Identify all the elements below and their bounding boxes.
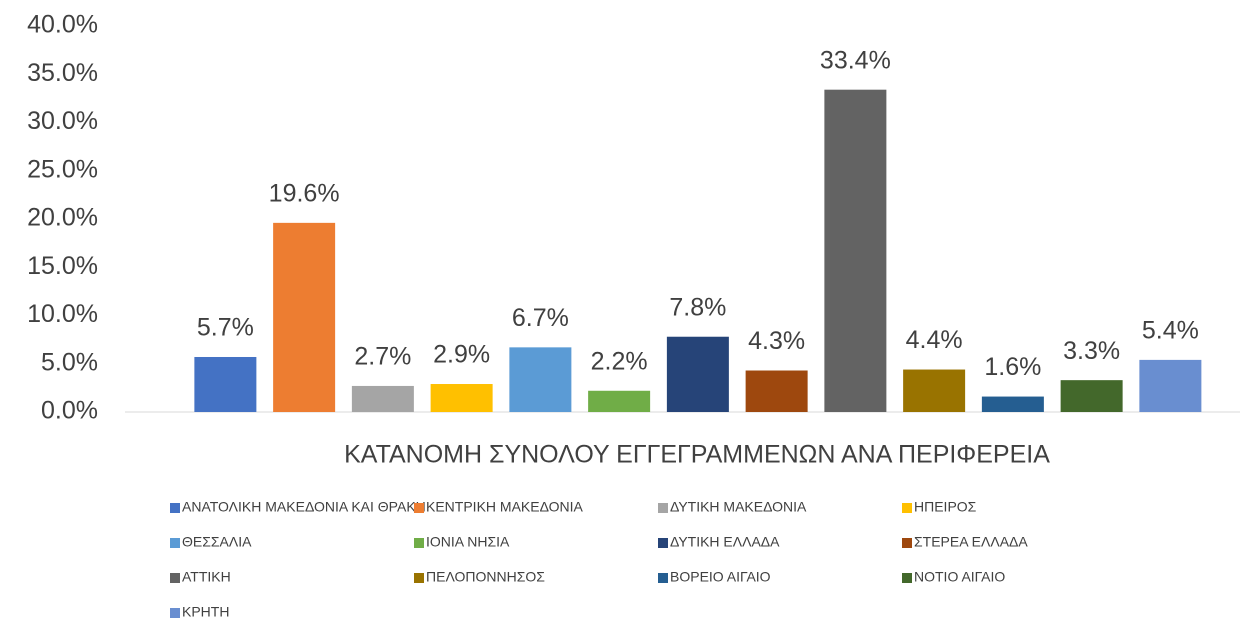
legend-swatch — [170, 503, 180, 513]
legend-label: ΘΕΣΣΑΛΙΑ — [182, 534, 252, 550]
bar — [981, 396, 1044, 412]
legend-label: ΑΤΤΙΚΗ — [182, 569, 231, 585]
legend-label: ΚΡΗΤΗ — [182, 604, 229, 620]
y-tick-label: 15.0% — [27, 252, 98, 280]
data-label: 4.3% — [748, 327, 805, 355]
bar — [509, 347, 572, 412]
legend-label: ΒΟΡΕΙΟ ΑΙΓΑΙΟ — [670, 569, 771, 585]
y-tick-label: 5.0% — [41, 348, 98, 376]
legend-label: ΙΟΝΙΑ ΝΗΣΙΑ — [426, 534, 510, 550]
y-tick-label: 0.0% — [41, 397, 98, 425]
legend-swatch — [414, 503, 424, 513]
legend-swatch — [902, 573, 912, 583]
x-axis-title: ΚΑΤΑΝΟΜΗ ΣΥΝΟΛΟΥ ΕΓΓΕΓΡΑΜΜΕΝΩΝ ΑΝΑ ΠΕΡΙΦ… — [344, 441, 1050, 469]
y-tick-label: 40.0% — [27, 11, 98, 39]
bar — [273, 222, 336, 412]
y-tick-label: 10.0% — [27, 300, 98, 328]
legend-swatch — [658, 538, 668, 548]
bar — [1139, 359, 1202, 412]
bar — [351, 385, 414, 412]
data-label: 5.7% — [197, 314, 254, 342]
y-tick-label: 35.0% — [27, 59, 98, 87]
data-label: 2.2% — [591, 347, 648, 375]
legend-swatch — [902, 538, 912, 548]
data-label: 3.3% — [1063, 337, 1120, 365]
legend-swatch — [170, 608, 180, 618]
data-label: 19.6% — [269, 179, 340, 207]
data-label: 1.6% — [984, 353, 1041, 381]
data-label: 5.4% — [1142, 316, 1199, 344]
bar — [1060, 380, 1123, 412]
legend-label: ΑΝΑΤΟΛΙΚΗ ΜΑΚΕΔΟΝΙΑ ΚΑΙ ΘΡΑΚΗ — [182, 499, 426, 515]
data-label: 4.4% — [906, 326, 963, 354]
data-label: 7.8% — [669, 293, 726, 321]
legend-swatch — [170, 573, 180, 583]
legend-label: ΣΤΕΡΕΑ ΕΛΛΑΔΑ — [914, 534, 1028, 550]
legend-label: ΠΕΛΟΠΟΝΝΗΣΟΣ — [426, 569, 545, 585]
data-label: 6.7% — [512, 304, 569, 332]
legend-swatch — [170, 538, 180, 548]
data-label: 2.7% — [354, 343, 411, 371]
bar — [745, 370, 808, 412]
legend-label: ΔΥΤΙΚΗ ΜΑΚΕΔΟΝΙΑ — [670, 499, 807, 515]
legend-label: ΝΟΤΙΟ ΑΙΓΑΙΟ — [914, 569, 1005, 585]
legend-swatch — [414, 538, 424, 548]
y-tick-label: 25.0% — [27, 155, 98, 183]
legend-label: ΔΥΤΙΚΗ ΕΛΛΑΔΑ — [670, 534, 780, 550]
bar — [588, 390, 651, 412]
y-tick-label: 30.0% — [27, 107, 98, 135]
y-tick-label: 20.0% — [27, 204, 98, 232]
data-label: 33.4% — [820, 46, 891, 74]
legend-label: ΚΕΝΤΡΙΚΗ ΜΑΚΕΔΟΝΙΑ — [426, 499, 584, 515]
bar — [194, 356, 257, 412]
legend-swatch — [658, 503, 668, 513]
data-label: 2.9% — [433, 341, 490, 369]
bar — [430, 384, 493, 412]
legend-label: ΗΠΕΙΡΟΣ — [914, 499, 977, 515]
bar — [903, 369, 966, 412]
legend-swatch — [414, 573, 424, 583]
legend-swatch — [658, 573, 668, 583]
bar — [666, 336, 729, 412]
bar — [824, 89, 887, 412]
legend-swatch — [902, 503, 912, 513]
